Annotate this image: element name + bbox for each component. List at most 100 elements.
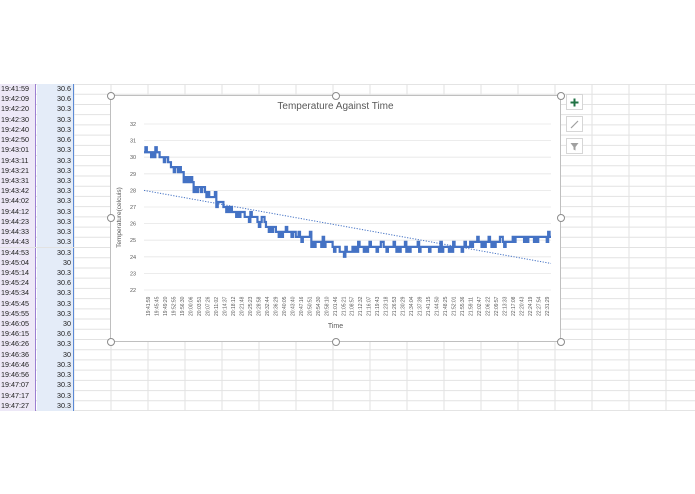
temperature-cell[interactable]: 30.3 [37,370,74,381]
time-cell[interactable]: 19:43:11 [0,155,36,166]
time-cell[interactable]: 19:45:04 [0,257,36,268]
resize-handle-bottom[interactable] [332,338,340,346]
temperature-cell[interactable]: 30.3 [37,400,74,411]
time-cell[interactable]: 19:47:27 [0,400,36,411]
temperature-series-line[interactable] [144,146,551,258]
time-cell[interactable]: 19:42:09 [0,94,36,105]
temperature-cell[interactable]: 30.3 [37,155,74,166]
chart-styles-button[interactable] [566,116,583,132]
temperature-cell[interactable]: 30.3 [37,359,74,371]
time-cell[interactable]: 19:42:40 [0,124,36,136]
temperature-cell[interactable]: 30.3 [37,145,74,156]
temperature-cell[interactable]: 30.6 [37,84,74,95]
x-tick-label: 20:07:26 [206,296,212,316]
time-cell[interactable]: 19:45:55 [0,308,36,319]
temperature-cell[interactable]: 30.3 [37,339,74,350]
temperature-cell[interactable]: 30.3 [37,216,74,228]
chart-elements-button[interactable] [566,94,583,110]
temperature-cell[interactable]: 30.3 [37,206,74,217]
temperature-cell[interactable]: 30.3 [37,308,74,319]
resize-handle-bottom-left[interactable] [107,338,115,346]
time-cell[interactable]: 19:43:31 [0,175,36,187]
temperature-cell[interactable]: 30.3 [37,165,74,176]
x-tick-label: 20:36:29 [273,296,279,316]
time-cell[interactable]: 19:44:12 [0,206,36,217]
x-tick-label: 21:16:07 [367,296,373,316]
temperature-cell[interactable]: 30.3 [37,104,74,115]
x-tick-label: 22:13:33 [502,296,508,316]
time-cell[interactable]: 19:44:53 [0,247,36,258]
filter-icon [570,142,579,150]
table-row: 19:44:53 30.3 [0,247,74,258]
temperature-cell[interactable]: 30.3 [37,196,74,207]
temperature-cell[interactable]: 30.3 [37,288,74,299]
resize-handle-top[interactable] [332,92,340,100]
x-tick-label: 21:48:25 [443,296,449,316]
temperature-cell[interactable]: 30.3 [37,267,74,279]
time-cell[interactable]: 19:41:59 [0,84,36,95]
x-tick-label: 20:43:40 [290,296,296,316]
time-cell[interactable]: 19:45:14 [0,267,36,279]
temperature-cell[interactable]: 30.3 [37,227,74,238]
resize-handle-top-right[interactable] [557,92,565,100]
resize-handle-bottom-right[interactable] [557,338,565,346]
x-tick-label: 21:30:29 [401,296,407,316]
x-tick-label: 20:03:51 [197,296,203,316]
chart-area[interactable]: Temperature Against Time Temperature(cel… [110,95,561,342]
time-cell[interactable]: 19:44:23 [0,216,36,228]
x-axis-title[interactable]: Time [327,323,344,330]
temperature-cell[interactable]: 30.3 [37,390,74,401]
temperature-cell[interactable]: 30.6 [37,94,74,105]
temperature-cell[interactable]: 30.6 [37,329,74,340]
x-tick-label: 21:52:01 [451,296,457,316]
time-cell[interactable]: 19:46:56 [0,370,36,381]
x-tick-label: 21:55:36 [460,296,466,316]
time-cell[interactable]: 19:42:20 [0,104,36,115]
time-cell[interactable]: 19:47:17 [0,390,36,401]
table-row: 19:44:02 30.3 [0,196,74,207]
time-cell[interactable]: 19:43:42 [0,186,36,197]
temperature-cell[interactable]: 30.3 [37,114,74,125]
time-cell[interactable]: 19:43:21 [0,165,36,176]
chart-filters-button[interactable] [566,138,583,154]
time-cell[interactable]: 19:44:33 [0,227,36,238]
x-tick-label: 22:27:54 [536,296,542,316]
time-cell[interactable]: 19:42:50 [0,135,36,146]
temperature-cell[interactable]: 30.3 [37,186,74,197]
temperature-cell[interactable]: 30 [37,319,74,330]
x-tick-label: 21:12:32 [358,296,364,316]
temperature-cell[interactable]: 30 [37,257,74,268]
resize-handle-left[interactable] [107,214,115,222]
temperature-cell[interactable]: 30.3 [37,380,74,391]
resize-handle-top-left[interactable] [107,92,115,100]
temperature-cell[interactable]: 30.6 [37,135,74,146]
time-cell[interactable]: 19:46:46 [0,359,36,371]
time-cell[interactable]: 19:46:15 [0,329,36,340]
time-cell[interactable]: 19:46:26 [0,339,36,350]
time-cell[interactable]: 19:45:24 [0,278,36,289]
time-cell[interactable]: 19:46:05 [0,319,36,330]
temperature-cell[interactable]: 30 [37,349,74,360]
temperature-cell[interactable]: 30.6 [37,278,74,289]
table-row: 19:47:07 30.3 [0,380,74,391]
table-row: 19:46:56 30.3 [0,370,74,381]
resize-handle-right[interactable] [557,214,565,222]
time-cell[interactable]: 19:46:36 [0,349,36,360]
time-cell[interactable]: 19:47:07 [0,380,36,391]
time-cell[interactable]: 19:45:34 [0,288,36,299]
time-cell[interactable]: 19:42:30 [0,114,36,125]
temperature-cell[interactable]: 30.3 [37,175,74,187]
table-row: 19:45:55 30.3 [0,308,74,319]
temperature-cell[interactable]: 30.3 [37,298,74,309]
time-cell[interactable]: 19:45:45 [0,298,36,309]
table-row: 19:42:20 30.3 [0,104,74,115]
x-tick-label: 21:37:39 [418,296,424,316]
time-cell[interactable]: 19:44:43 [0,237,36,248]
temperature-cell[interactable]: 30.3 [37,124,74,136]
time-cell[interactable]: 19:43:01 [0,145,36,156]
temperature-cell[interactable]: 30.3 [37,237,74,248]
chart-title[interactable]: Temperature Against Time [277,101,394,112]
temperature-cell[interactable]: 30.3 [37,247,74,258]
time-cell[interactable]: 19:44:02 [0,196,36,207]
